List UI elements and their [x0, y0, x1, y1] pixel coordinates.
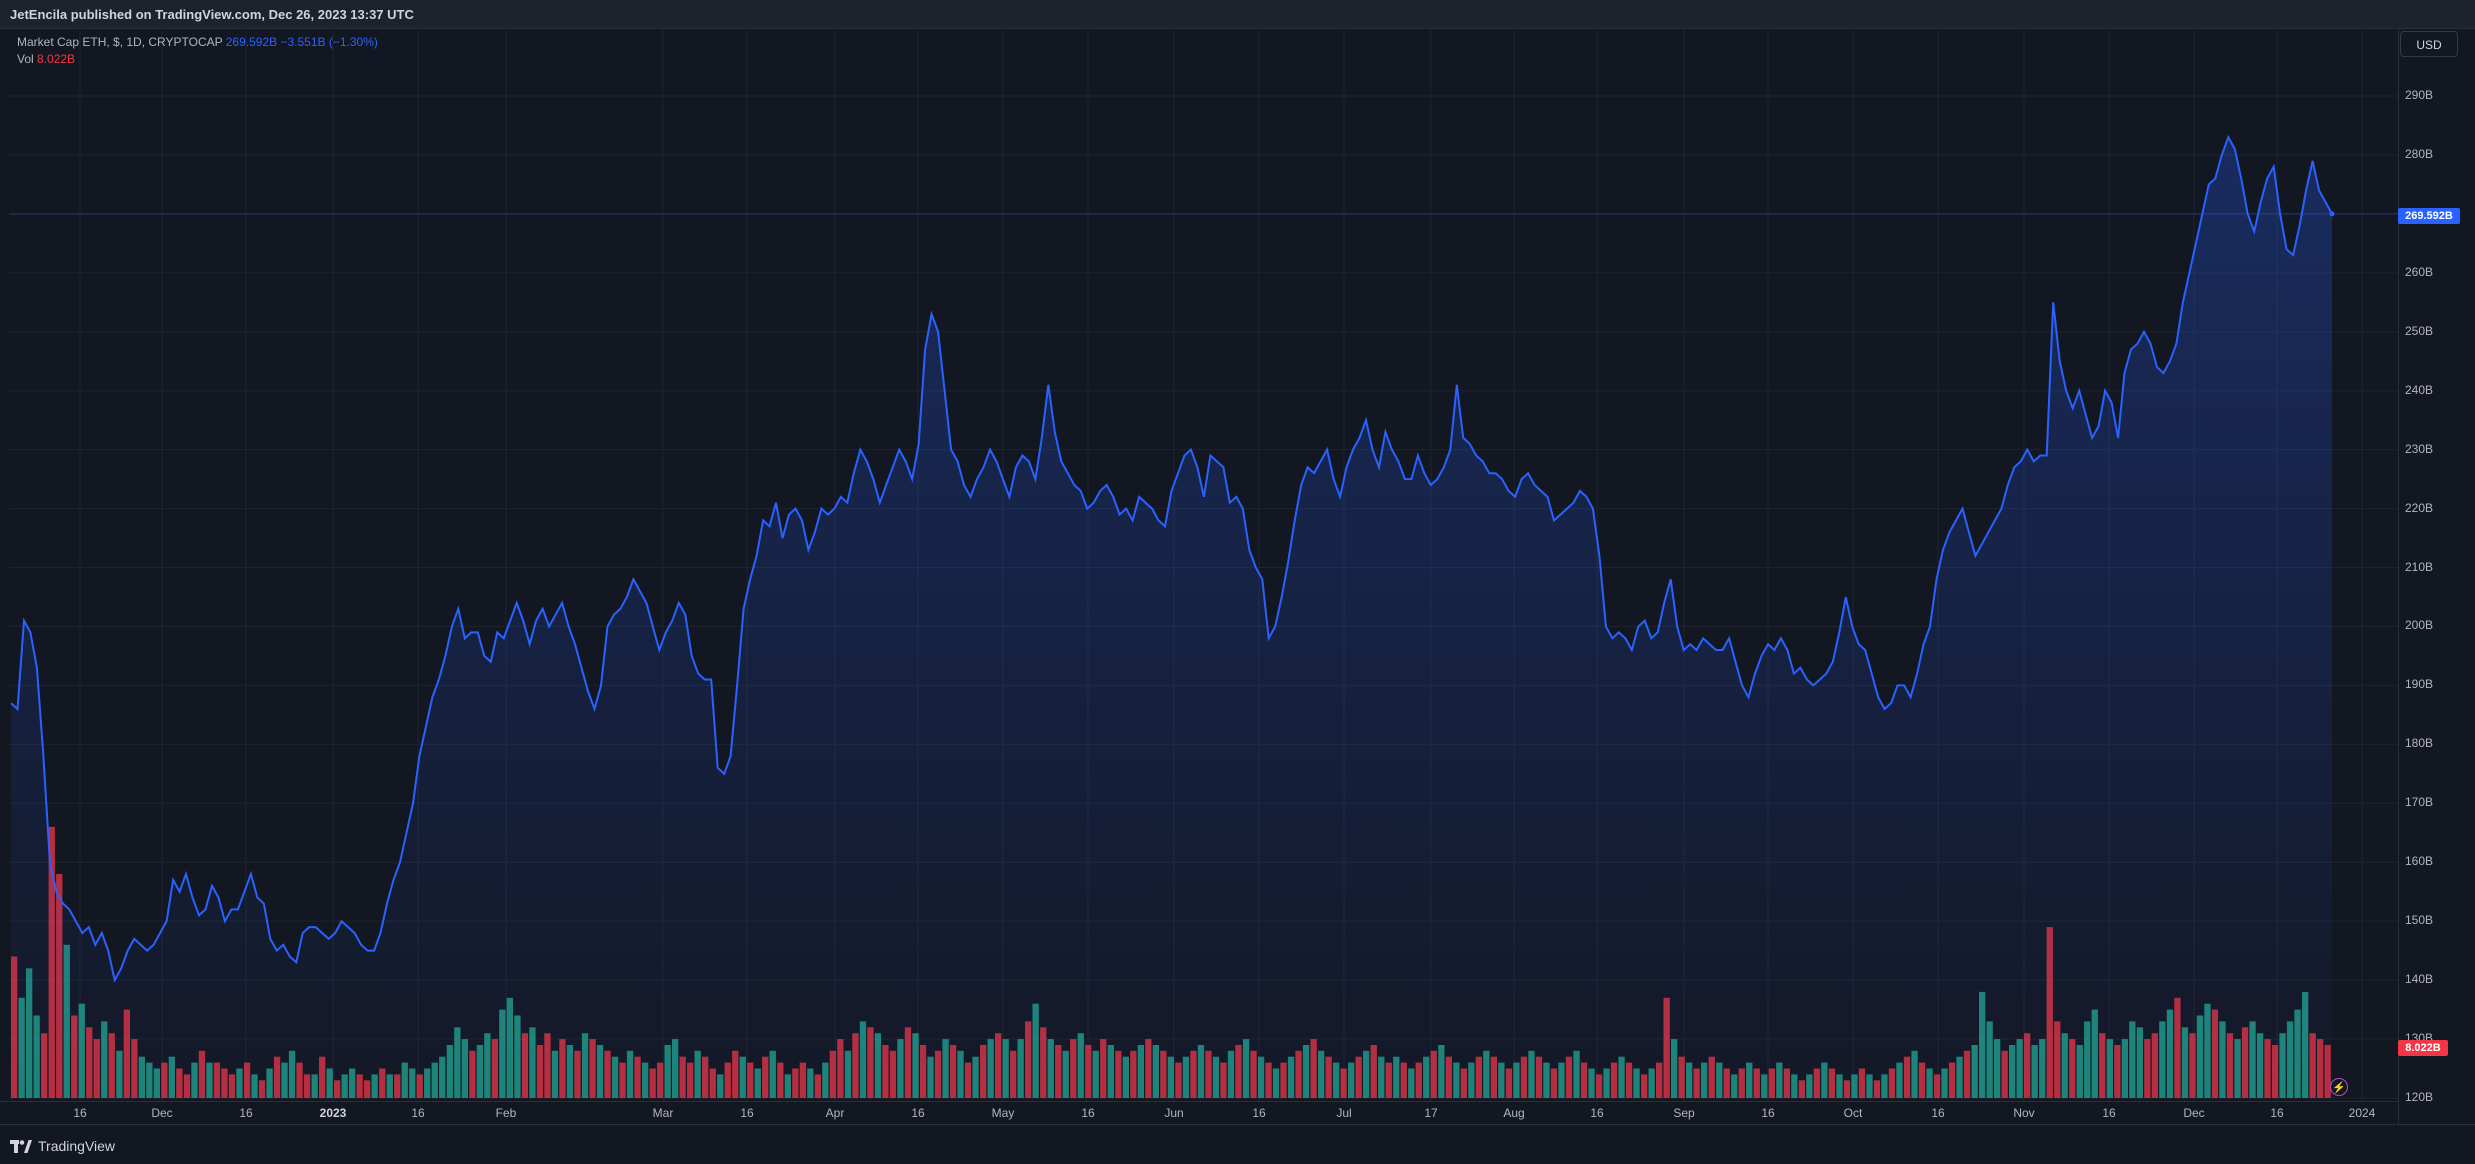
currency-button[interactable]: USD [2400, 31, 2458, 57]
time-tick-label: 16 [73, 1106, 87, 1120]
price-area-fill [11, 137, 2332, 1099]
time-tick-label: 2023 [319, 1106, 347, 1120]
time-tick-label: 2024 [2348, 1106, 2376, 1120]
time-tick-label: 16 [1252, 1106, 1266, 1120]
time-tick-label: 16 [411, 1106, 425, 1120]
time-tick-label: 16 [1761, 1106, 1775, 1120]
time-tick-label: 16 [2102, 1106, 2116, 1120]
time-axis[interactable] [0, 1101, 2398, 1124]
time-tick-label: 16 [1590, 1106, 1604, 1120]
price-tick-label: 250B [2405, 323, 2434, 338]
time-tick-label: 16 [740, 1106, 754, 1120]
time-tick-label: Feb [495, 1106, 517, 1120]
time-tick-label: Jul [1336, 1106, 1352, 1120]
time-tick-label: Sep [1673, 1106, 1695, 1120]
time-tick-label: Nov [2013, 1106, 2035, 1120]
time-tick-label: 17 [1424, 1106, 1438, 1120]
footer [0, 1124, 2475, 1164]
tradingview-logo[interactable]: TradingView [10, 1138, 115, 1154]
time-tick-label: Oct [1843, 1106, 1863, 1120]
time-tick-label: 16 [911, 1106, 925, 1120]
price-tick-label: 220B [2405, 500, 2434, 515]
price-line [10, 134, 2333, 983]
price-tick-label: 120B [2405, 1090, 2434, 1104]
time-tick-label: Mar [652, 1106, 674, 1120]
last-price-dot [2329, 211, 2335, 217]
price-tick-label: 190B [2405, 677, 2434, 692]
time-tick-label: Dec [2183, 1106, 2205, 1120]
time-tick-label: Apr [825, 1106, 845, 1120]
price-tick-label: 200B [2405, 618, 2434, 633]
price-tick-label: 160B [2405, 854, 2434, 869]
price-tick-label: 240B [2405, 382, 2434, 397]
legend-change: −3.551B (−1.30%) [280, 35, 378, 49]
time-tick-label: 16 [2270, 1106, 2284, 1120]
price-tick-label: 280B [2405, 146, 2434, 161]
price-axis[interactable] [2398, 29, 2475, 1124]
last-price-tag: 269.592B [2398, 208, 2460, 224]
price-tick-label: 210B [2405, 559, 2434, 574]
chart-legend: Market Cap ETH, $, 1D, CRYPTOCAP 269.592… [17, 34, 378, 68]
price-tick-label: 290B [2405, 88, 2434, 102]
lightning-icon[interactable]: ⚡ [2330, 1078, 2348, 1096]
price-tick-label: 140B [2405, 972, 2434, 987]
price-tick-label: 150B [2405, 913, 2434, 928]
legend-symbol[interactable]: Market Cap ETH, $, 1D, CRYPTOCAP [17, 35, 223, 49]
chart-pane[interactable] [9, 29, 2398, 1101]
legend-vol-label[interactable]: Vol [17, 52, 34, 66]
published-info: JetEncila published on TradingView.com, … [10, 7, 414, 22]
time-tick-label: 16 [239, 1106, 253, 1120]
legend-value: 269.592B [225, 35, 278, 49]
price-tick-label: 230B [2405, 441, 2434, 456]
time-tick-label: Aug [1503, 1106, 1525, 1120]
legend-vol-value: 8.022B [37, 52, 76, 66]
time-tick-label: May [991, 1106, 1015, 1120]
brand-name: TradingView [38, 1138, 116, 1154]
price-tick-label: 180B [2405, 736, 2434, 751]
price-tick-label: 260B [2405, 264, 2434, 279]
publish-header: JetEncila published on TradingView.com, … [0, 0, 2475, 29]
time-tick-label: 16 [1931, 1106, 1945, 1120]
time-tick-label: 16 [1081, 1106, 1095, 1120]
tradingview-icon [10, 1139, 32, 1153]
time-tick-label: Jun [1164, 1106, 1184, 1120]
volume-tag: 8.022B [2398, 1040, 2448, 1056]
price-tick-label: 170B [2405, 795, 2434, 810]
time-tick-label: Dec [151, 1106, 173, 1120]
